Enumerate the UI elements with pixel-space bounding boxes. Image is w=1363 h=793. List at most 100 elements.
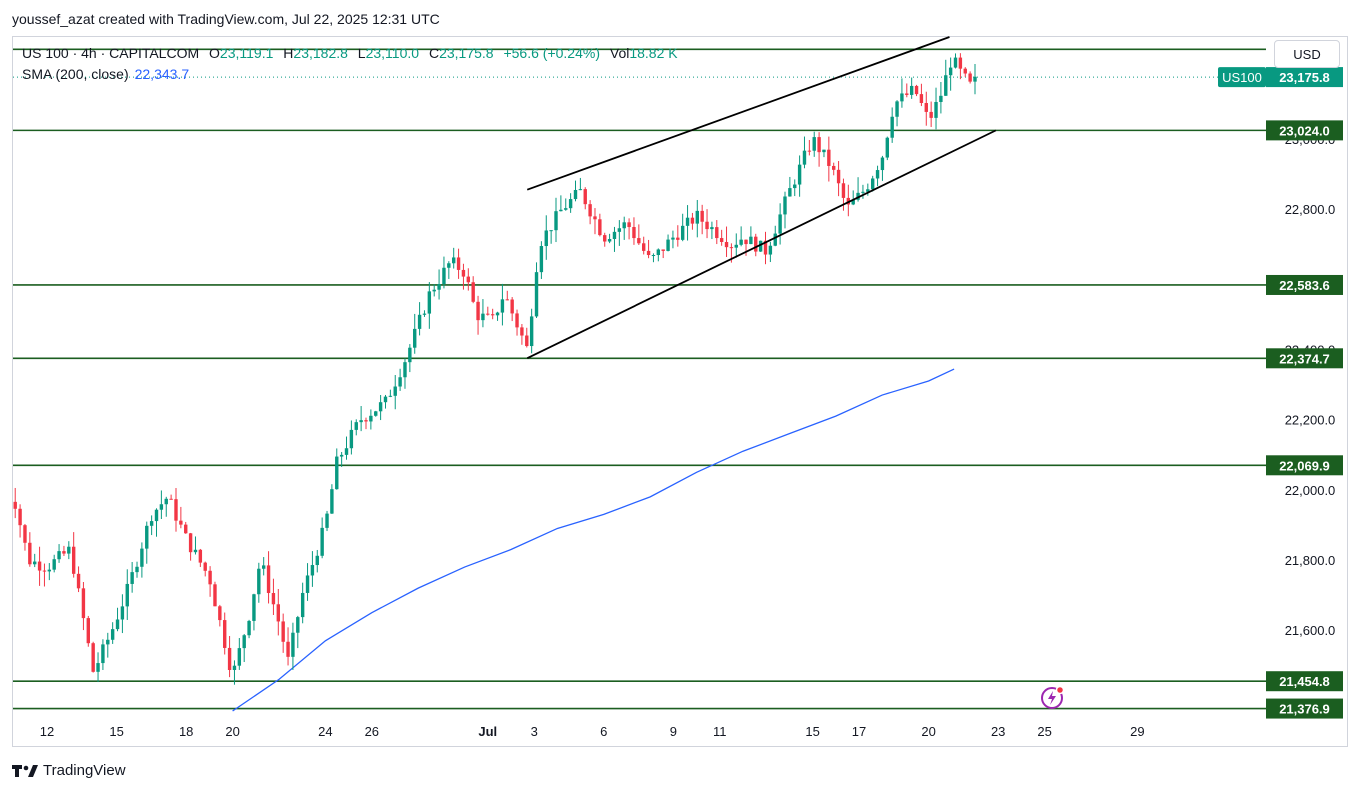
level-price-label: 22,583.6: [1279, 278, 1330, 293]
level-price-tag: [1266, 698, 1343, 719]
chart-credit: youssef_azat created with TradingView.co…: [12, 11, 440, 27]
candle-body: [583, 189, 587, 205]
candle-body: [374, 411, 378, 416]
candle-body: [544, 230, 548, 247]
candle-body: [754, 236, 758, 252]
candle-body: [802, 150, 807, 165]
candle-body: [525, 335, 529, 347]
channel-lower-line[interactable]: [526, 129, 997, 360]
candle-body: [354, 422, 358, 430]
candle-body: [198, 549, 203, 563]
candle-body: [164, 498, 168, 505]
candle-body: [218, 606, 222, 621]
sma-line[interactable]: [232, 368, 955, 712]
candle-body: [739, 239, 743, 245]
candle-body: [885, 137, 890, 158]
x-tick-label: 6: [600, 724, 607, 739]
candle-body: [52, 559, 56, 570]
candle-body: [291, 632, 295, 657]
candle-body: [252, 594, 256, 621]
candle-body: [364, 420, 368, 422]
candle-body: [744, 239, 748, 245]
x-tick-label: 20: [225, 724, 239, 739]
legend-symbol[interactable]: US 100 · 4h · CAPITALCOM: [22, 45, 200, 61]
x-tick-label: 29: [1130, 724, 1144, 739]
legend-open-value: 23,119.1: [219, 45, 274, 61]
candle-body: [281, 621, 285, 642]
symbol-tag: [1218, 67, 1266, 88]
sma-legend: SMA (200, close) 22,343.7: [22, 66, 189, 82]
candle-body: [895, 101, 899, 117]
y-tick-label: 21,800.0: [1285, 553, 1336, 568]
legend-open-label: O: [209, 45, 220, 61]
candle-body: [788, 188, 792, 197]
candle-body: [203, 562, 207, 571]
x-tick-label: 20: [921, 724, 935, 739]
candle-body: [154, 509, 159, 522]
level-price-tag: [1266, 671, 1343, 692]
candle-body: [393, 386, 397, 396]
candle-body: [890, 116, 894, 138]
candle-body: [515, 313, 519, 328]
candle-body: [807, 150, 812, 152]
candle-body: [588, 204, 592, 217]
candle-body: [578, 189, 583, 191]
level-price-tag: [1266, 455, 1343, 476]
candle-body: [227, 647, 232, 671]
x-tick-label: 3: [531, 724, 538, 739]
candle-body: [442, 267, 446, 284]
candle-body: [768, 245, 773, 255]
candle-body: [447, 263, 451, 268]
legend-high-label: H: [283, 45, 294, 61]
last-price-tag: [1266, 67, 1343, 88]
candle-body: [174, 499, 178, 521]
candle-body: [909, 85, 914, 95]
candle-body: [125, 583, 129, 607]
last-price-label: 23,175.8: [1279, 70, 1330, 85]
candle-body: [968, 73, 972, 82]
candle-body: [637, 238, 641, 244]
candle-body: [564, 208, 568, 210]
candle-body: [763, 240, 768, 255]
candle-body: [369, 415, 373, 422]
candle-body: [880, 157, 885, 171]
chart-frame: [12, 36, 1348, 747]
candle-body: [646, 250, 651, 256]
candle-body: [247, 620, 251, 636]
candle-body: [120, 606, 125, 620]
candle-body: [505, 299, 509, 301]
candle-body: [101, 644, 105, 664]
candle-body: [832, 165, 836, 170]
candle-body: [607, 239, 612, 242]
x-tick-label: Jul: [478, 724, 497, 739]
candle-body: [520, 327, 524, 336]
x-tick-label: 9: [670, 724, 677, 739]
candle-body: [963, 68, 967, 74]
sma-label[interactable]: SMA (200, close): [22, 66, 129, 82]
legend-close-label: C: [428, 45, 440, 61]
x-tick-label: 26: [365, 724, 379, 739]
candle-body: [335, 456, 339, 490]
candle-body: [23, 525, 27, 543]
candle-body: [661, 249, 665, 251]
candle-body: [408, 347, 412, 363]
candle-body: [934, 101, 938, 118]
candle-body: [451, 257, 456, 264]
candle-body: [305, 575, 310, 593]
level-price-label: 22,374.7: [1279, 351, 1330, 366]
x-tick-label: 12: [40, 724, 54, 739]
channel-upper-line[interactable]: [526, 36, 950, 191]
candle-body: [622, 222, 626, 229]
lightning-icon[interactable]: [1040, 684, 1066, 710]
y-tick-label: 21,600.0: [1285, 623, 1336, 638]
candle-body: [417, 314, 422, 329]
candle-body: [758, 240, 763, 252]
candle-body: [115, 619, 120, 630]
candle-body: [413, 328, 417, 348]
candle-body: [271, 593, 276, 605]
candle-body: [656, 249, 661, 256]
candle-body: [169, 498, 173, 500]
currency-button[interactable]: USD: [1274, 40, 1340, 68]
candle-body: [822, 149, 826, 153]
